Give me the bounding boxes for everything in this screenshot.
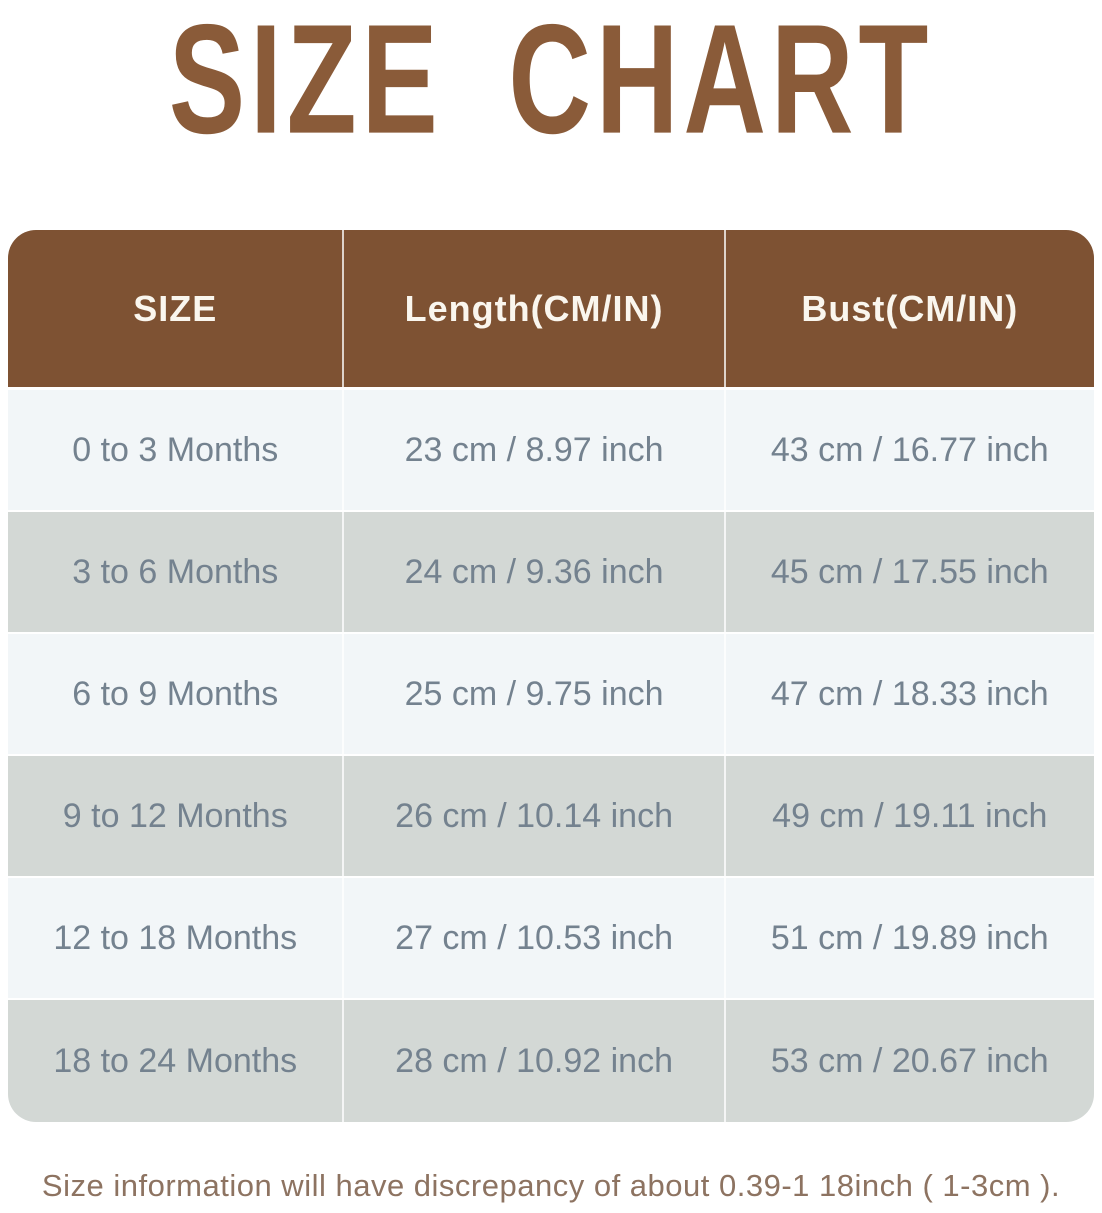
bust-cell: 53 cm / 20.67 inch bbox=[723, 1000, 1094, 1122]
length-cell: 27 cm / 10.53 inch bbox=[342, 878, 723, 998]
table-row: 6 to 9 Months 25 cm / 9.75 inch 47 cm / … bbox=[8, 634, 1094, 756]
bust-cell: 51 cm / 19.89 inch bbox=[723, 878, 1094, 998]
table-header-row: SIZE Length(CM/IN) Bust(CM/IN) bbox=[8, 230, 1094, 390]
bust-cell: 45 cm / 17.55 inch bbox=[723, 512, 1094, 632]
size-cell: 6 to 9 Months bbox=[72, 674, 279, 713]
header-cell-size: SIZE bbox=[133, 287, 218, 329]
bust-cell: 49 cm / 19.11 inch bbox=[723, 756, 1094, 876]
size-cell: 12 to 18 Months bbox=[53, 918, 298, 957]
table-row: 18 to 24 Months 28 cm / 10.92 inch 53 cm… bbox=[8, 1000, 1094, 1122]
header-cell-bust: Bust(CM/IN) bbox=[723, 230, 1094, 387]
size-cell: 0 to 3 Months bbox=[72, 430, 279, 469]
length-cell: 26 cm / 10.14 inch bbox=[342, 756, 723, 876]
table-row: 9 to 12 Months 26 cm / 10.14 inch 49 cm … bbox=[8, 756, 1094, 878]
table-row: 12 to 18 Months 27 cm / 10.53 inch 51 cm… bbox=[8, 878, 1094, 1000]
length-cell: 25 cm / 9.75 inch bbox=[342, 634, 723, 754]
size-cell: 9 to 12 Months bbox=[62, 796, 288, 835]
header-cell-length: Length(CM/IN) bbox=[342, 230, 723, 387]
size-table: SIZE Length(CM/IN) Bust(CM/IN) 0 to 3 Mo… bbox=[8, 230, 1094, 1122]
page-title: SIZE CHART bbox=[168, 0, 934, 168]
bust-cell: 47 cm / 18.33 inch bbox=[723, 634, 1094, 754]
length-cell: 24 cm / 9.36 inch bbox=[342, 512, 723, 632]
bust-cell: 43 cm / 16.77 inch bbox=[723, 390, 1094, 510]
table-row: 0 to 3 Months 23 cm / 8.97 inch 43 cm / … bbox=[8, 390, 1094, 512]
size-cell: 18 to 24 Months bbox=[53, 1041, 298, 1080]
length-cell: 28 cm / 10.92 inch bbox=[342, 1000, 723, 1122]
table-body: 0 to 3 Months 23 cm / 8.97 inch 43 cm / … bbox=[8, 390, 1094, 1122]
size-disclaimer: Size information will have discrepancy o… bbox=[41, 1168, 1061, 1203]
table-row: 3 to 6 Months 24 cm / 9.36 inch 45 cm / … bbox=[8, 512, 1094, 634]
size-cell: 3 to 6 Months bbox=[72, 552, 279, 591]
length-cell: 23 cm / 8.97 inch bbox=[342, 390, 723, 510]
title-block: SIZE CHART bbox=[0, 0, 1102, 230]
